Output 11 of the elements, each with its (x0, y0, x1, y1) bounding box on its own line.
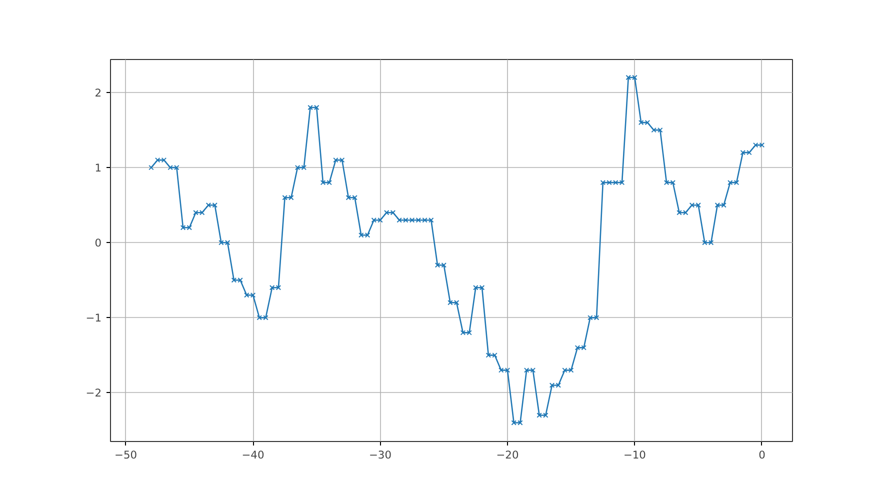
y-tick-label: 1 (94, 162, 102, 175)
y-tick-label: 0 (94, 236, 102, 250)
x-tick-label: −30 (369, 448, 392, 462)
x-tick-label: −20 (496, 448, 519, 462)
x-tick-label: 0 (758, 448, 766, 462)
y-tick-label: −2 (86, 386, 102, 400)
x-tick-label: −40 (242, 448, 264, 462)
y-tick-label: −1 (86, 312, 102, 325)
x-tick-label: −50 (114, 448, 138, 462)
y-tick-label: 2 (94, 86, 102, 100)
x-tick-label: −10 (623, 448, 646, 462)
